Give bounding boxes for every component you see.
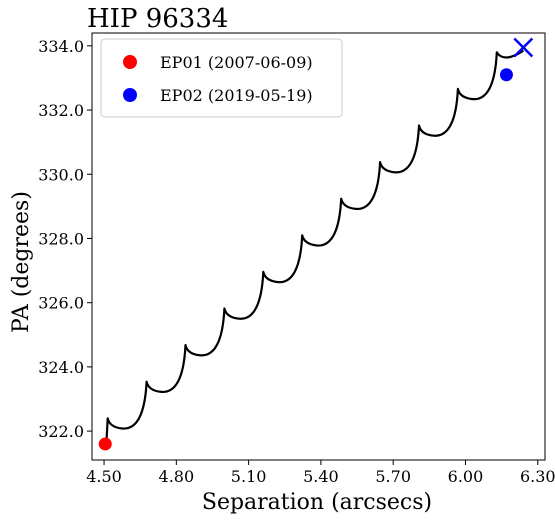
background-track-line xyxy=(105,49,524,441)
x-tick-label: 4.80 xyxy=(159,467,195,486)
legend-box xyxy=(100,38,343,118)
y-tick-label: 330.0 xyxy=(38,165,84,184)
x-tick-label: 4.50 xyxy=(86,467,122,486)
plot-area: 4.50 4.80 5.10 5.40 5.70 6.00 6.30 322.0 324.0 32… xyxy=(38,32,555,486)
x-tick-label: 5.40 xyxy=(303,467,339,486)
legend-label-ep02: EP02 (2019-05-19) xyxy=(160,86,313,105)
y-tick-label: 328.0 xyxy=(38,229,84,248)
final-position-marker xyxy=(513,37,534,58)
legend: EP01 (2007-06-09) EP02 (2019-05-19) xyxy=(100,38,343,118)
axes-frame xyxy=(91,32,546,461)
x-tick-label: 6.00 xyxy=(448,467,484,486)
y-tick-label: 332.0 xyxy=(38,101,84,120)
legend-marker-ep01 xyxy=(123,55,137,69)
x-tick-label: 5.10 xyxy=(231,467,267,486)
data-point-ep02 xyxy=(499,68,513,82)
legend-marker-ep02 xyxy=(123,88,137,102)
y-tick-label: 334.0 xyxy=(38,37,84,56)
chart-title: HIP 96334 xyxy=(87,4,228,34)
y-tick-label: 326.0 xyxy=(38,294,84,313)
x-axis-label: Separation (arcsecs) xyxy=(202,490,432,515)
y-axis-label: PA (degrees) xyxy=(9,191,34,333)
x-tick-label: 6.30 xyxy=(520,467,555,486)
data-point-ep01 xyxy=(98,437,112,451)
x-tick-label: 5.70 xyxy=(375,467,411,486)
y-tick-label: 322.0 xyxy=(38,422,84,441)
legend-label-ep01: EP01 (2007-06-09) xyxy=(160,53,313,72)
y-tick-label: 324.0 xyxy=(38,358,84,377)
